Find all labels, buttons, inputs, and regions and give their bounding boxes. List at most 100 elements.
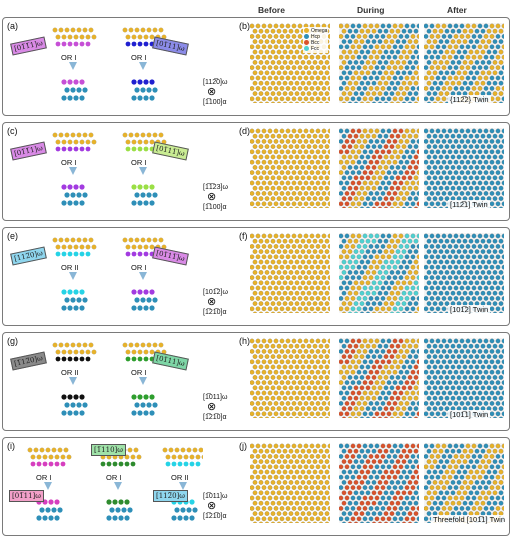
- atom: [465, 128, 471, 134]
- atom: [468, 375, 474, 380]
- atom: [291, 75, 297, 81]
- atom: [261, 180, 267, 186]
- atom: [312, 80, 318, 86]
- atom: [264, 154, 270, 160]
- chain-atom: [137, 289, 143, 295]
- atom: [413, 469, 419, 475]
- atom: [456, 385, 462, 391]
- atom: [276, 364, 282, 370]
- atom: [410, 139, 416, 144]
- atom: [404, 495, 410, 501]
- atom: [279, 485, 285, 490]
- atom: [401, 416, 407, 418]
- atom: [474, 385, 480, 391]
- atom: [377, 206, 383, 208]
- atom: [341, 270, 347, 275]
- atom: [250, 201, 255, 207]
- atom: [413, 311, 419, 313]
- atom: [347, 60, 353, 65]
- atom: [312, 249, 318, 254]
- atom: [365, 364, 371, 370]
- atom: [297, 485, 303, 490]
- atom: [450, 364, 456, 370]
- atom: [270, 238, 276, 244]
- atom: [261, 285, 267, 291]
- atom: [359, 311, 365, 313]
- atom: [339, 264, 344, 270]
- atom: [279, 443, 285, 449]
- atom: [441, 306, 447, 312]
- atom: [389, 70, 395, 76]
- atom: [489, 139, 495, 144]
- atom: [258, 28, 264, 34]
- atom: [495, 285, 501, 291]
- atom: [350, 128, 356, 134]
- atom: [350, 139, 356, 144]
- atom: [374, 233, 380, 239]
- omega-atom: [137, 139, 143, 145]
- atom: [444, 448, 450, 454]
- atom: [413, 354, 419, 359]
- hcp-atom: [76, 87, 82, 93]
- atom: [401, 480, 407, 485]
- atom: [441, 380, 447, 385]
- atom: [324, 196, 330, 201]
- atom: [459, 75, 465, 81]
- atom: [398, 254, 404, 260]
- atom: [362, 191, 368, 196]
- atom: [447, 349, 453, 354]
- arrow-icon: [114, 482, 122, 490]
- atom: [489, 86, 495, 91]
- atom: [294, 196, 300, 201]
- atom: [300, 301, 306, 306]
- atom: [471, 128, 477, 134]
- atom: [444, 154, 450, 160]
- atom: [495, 306, 501, 312]
- atom: [383, 196, 389, 201]
- atom: [492, 80, 498, 86]
- atom: [288, 354, 294, 359]
- atom: [444, 270, 450, 275]
- atom: [389, 490, 395, 496]
- atom: [416, 443, 419, 449]
- atom: [312, 395, 318, 401]
- atom: [359, 91, 365, 96]
- atom: [294, 290, 300, 296]
- atom: [474, 249, 480, 254]
- atom: [270, 521, 276, 523]
- atom: [459, 338, 465, 344]
- atom: [285, 65, 291, 70]
- atom: [492, 238, 498, 244]
- otimes-icon: ⊗: [207, 86, 217, 98]
- atom: [291, 506, 297, 511]
- atom: [480, 49, 486, 55]
- atom: [294, 259, 300, 265]
- atom: [282, 311, 288, 313]
- atom: [410, 54, 416, 60]
- atom: [380, 75, 386, 81]
- atom: [341, 91, 347, 96]
- atom: [306, 206, 312, 208]
- atom: [285, 170, 291, 175]
- atom: [413, 364, 419, 370]
- legend-swatch: [304, 46, 309, 52]
- atom: [444, 301, 450, 306]
- panel-label-left: (a): [7, 21, 18, 31]
- atom: [486, 175, 492, 181]
- atom: [273, 401, 279, 406]
- atom: [291, 464, 297, 470]
- atom: [282, 270, 288, 275]
- atom: [315, 275, 321, 280]
- chain-atom: [118, 461, 124, 467]
- atom: [294, 364, 300, 370]
- atom: [282, 249, 288, 254]
- atom: [392, 233, 398, 239]
- atom: [291, 485, 297, 490]
- atom: [383, 375, 389, 380]
- atom: [492, 70, 498, 76]
- atom: [498, 206, 504, 208]
- or-label: OR I: [131, 368, 147, 377]
- atom: [401, 133, 407, 139]
- legend-item: Hcp: [304, 34, 327, 40]
- atom: [255, 34, 261, 39]
